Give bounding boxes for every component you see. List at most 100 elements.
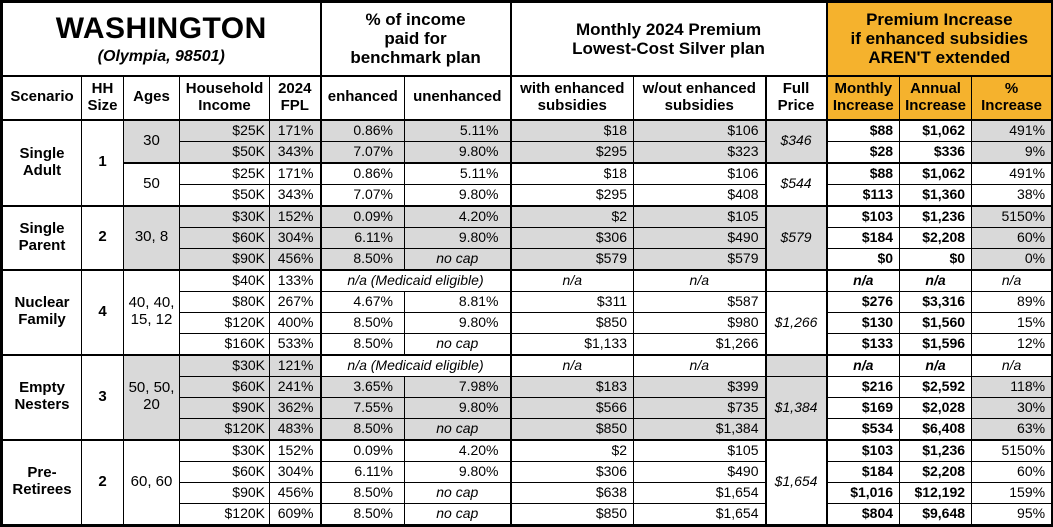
enhanced-cell: 8.50% bbox=[319, 481, 406, 504]
monthly-increase-cell: $276 bbox=[825, 290, 901, 313]
table-row: $90K 456% 8.50% no cap $579 $579 $0 $0 0% bbox=[2, 247, 1053, 270]
without-subsidies-cell: $490 bbox=[633, 226, 767, 249]
enhanced-cell: 7.07% bbox=[319, 183, 406, 206]
monthly-increase-cell: $103 bbox=[825, 438, 901, 462]
annual-increase-cell: $336 bbox=[899, 140, 973, 163]
income-cell: $90K bbox=[179, 396, 270, 419]
without-subsidies-cell: $490 bbox=[633, 460, 767, 483]
annual-increase-cell: $6,408 bbox=[899, 417, 973, 440]
without-subsidies-cell: $579 bbox=[633, 247, 767, 270]
fpl-cell: 609% bbox=[268, 502, 322, 526]
fpl-cell: 304% bbox=[268, 226, 322, 249]
annual-increase-cell: $1,062 bbox=[899, 118, 973, 142]
with-subsidies-cell: $850 bbox=[509, 502, 635, 526]
with-subsidies-cell: $2 bbox=[509, 438, 635, 462]
unenhanced-cell: 5.11% bbox=[404, 161, 512, 185]
without-subsidies-cell: $105 bbox=[633, 204, 767, 228]
with-subsidies-cell: $18 bbox=[509, 118, 635, 142]
with-subsidies-cell: $579 bbox=[509, 247, 635, 270]
scenario-label: Single Parent bbox=[1, 204, 82, 270]
table-row: Empty Nesters 3 50, 50, 20 $30K 121% n/a (Med… bbox=[1, 353, 1053, 440]
enhanced-cell: 8.50% bbox=[319, 311, 406, 334]
full-price-cell bbox=[764, 268, 828, 292]
unenhanced-cell: no cap bbox=[404, 481, 512, 504]
annual-increase-cell: $3,316 bbox=[899, 290, 973, 313]
table-row: $60K 304% 6.11% 9.80% $306 $490 $184 $2,208 60% bbox=[2, 226, 1053, 249]
table-row: $80K 267% 4.67% 8.81% $311 $587 $1,266 $276 $3,3… bbox=[2, 290, 1053, 355]
monthly-increase-cell: $804 bbox=[825, 502, 901, 526]
annual-increase-cell: $1,236 bbox=[899, 438, 973, 462]
without-subsidies-cell: $408 bbox=[633, 183, 767, 206]
with-subsidies-cell: $295 bbox=[509, 140, 635, 163]
col-header-with-subsidies: with enhanced subsidies bbox=[509, 75, 635, 121]
without-subsidies-cell: $735 bbox=[633, 396, 767, 419]
hh-size-cell: 2 bbox=[81, 438, 124, 526]
full-price-cell: $579 bbox=[764, 204, 828, 270]
fpl-cell: 241% bbox=[268, 375, 322, 398]
col-header-monthly-increase: Monthly Increase bbox=[825, 75, 901, 121]
income-cell: $50K bbox=[179, 183, 270, 206]
fpl-cell: 483% bbox=[268, 417, 322, 440]
group-header-premium: Monthly 2024 Premium Lowest-Cost Silver … bbox=[509, 1, 828, 77]
with-subsidies-cell: $1,133 bbox=[509, 332, 635, 355]
fpl-cell: 152% bbox=[268, 204, 322, 228]
monthly-increase-cell: $130 bbox=[825, 311, 901, 334]
table-row: Nuclear Family 4 40, 40, 15, 12 $40K 133% n/a… bbox=[1, 268, 1053, 355]
unenhanced-cell: 4.20% bbox=[404, 204, 512, 228]
hh-size-cell: 4 bbox=[81, 268, 124, 355]
monthly-increase-cell: n/a bbox=[825, 268, 901, 292]
without-subsidies-cell: $106 bbox=[633, 161, 767, 185]
fpl-cell: 343% bbox=[268, 140, 322, 163]
table-row: $50K 343% 7.07% 9.80% $295 $323 $28 $336 9% bbox=[2, 140, 1053, 163]
annual-increase-cell: $9,648 bbox=[899, 502, 973, 526]
monthly-increase-cell: $184 bbox=[825, 226, 901, 249]
unenhanced-cell: 9.80% bbox=[404, 311, 512, 334]
annual-increase-cell: $2,028 bbox=[899, 396, 973, 419]
income-cell: $25K bbox=[179, 161, 270, 185]
region-subtitle: (Olympia, 98501) bbox=[97, 48, 225, 66]
table-row: 50 $25K 171% 0.86% 5.11% $18 $106 $544 $88 $1,062… bbox=[2, 161, 1053, 206]
col-header-without-subsidies: w/out enhanced subsidies bbox=[633, 75, 767, 121]
with-subsidies-cell: $638 bbox=[509, 481, 635, 504]
unenhanced-cell: 8.81% bbox=[404, 290, 512, 313]
unenhanced-cell: 9.80% bbox=[404, 183, 512, 206]
enhanced-cell: 0.86% bbox=[319, 118, 406, 142]
group-header-row: WASHINGTON (Olympia, 98501) % of income … bbox=[0, 1, 1053, 77]
medicaid-cell: n/a (Medicaid eligible) bbox=[319, 353, 512, 377]
group-header-increase: Premium Increase if enhanced subsidies A… bbox=[825, 1, 1053, 77]
enhanced-cell: 7.55% bbox=[319, 396, 406, 419]
pct-increase-cell: 89% bbox=[971, 290, 1053, 313]
pct-increase-cell: 5150% bbox=[971, 438, 1053, 462]
enhanced-cell: 0.09% bbox=[319, 438, 406, 462]
hh-size-cell: 1 bbox=[81, 118, 124, 206]
ages-cell: 30 bbox=[123, 118, 180, 163]
fpl-cell: 304% bbox=[268, 460, 322, 483]
with-subsidies-cell: $18 bbox=[509, 161, 635, 185]
fpl-cell: 121% bbox=[268, 353, 322, 377]
unenhanced-cell: no cap bbox=[404, 332, 512, 355]
without-subsidies-cell: $1,266 bbox=[633, 332, 767, 355]
enhanced-cell: 6.11% bbox=[319, 460, 406, 483]
full-price-cell: $1,266 bbox=[764, 290, 828, 355]
scenario-label: Empty Nesters bbox=[1, 353, 82, 440]
pct-increase-cell: 60% bbox=[971, 226, 1053, 249]
region-title: WASHINGTON bbox=[55, 11, 267, 45]
with-subsidies-cell: $850 bbox=[509, 417, 635, 440]
annual-increase-cell: $1,236 bbox=[899, 204, 973, 228]
fpl-cell: 343% bbox=[268, 183, 322, 206]
fpl-cell: 152% bbox=[268, 438, 322, 462]
with-subsidies-cell: $306 bbox=[509, 226, 635, 249]
annual-increase-cell: $2,592 bbox=[899, 375, 973, 398]
col-header-scenario: Scenario bbox=[1, 75, 82, 121]
col-header-enhanced: enhanced bbox=[319, 75, 406, 121]
with-subsidies-cell: $295 bbox=[509, 183, 635, 206]
pct-increase-cell: 159% bbox=[971, 481, 1053, 504]
unenhanced-cell: 9.80% bbox=[404, 396, 512, 419]
enhanced-cell: 0.09% bbox=[319, 204, 406, 228]
monthly-increase-cell: $28 bbox=[825, 140, 901, 163]
fpl-cell: 133% bbox=[268, 268, 322, 292]
table-row: $120K 400% 8.50% 9.80% $850 $980 $130 $1,560 15% bbox=[2, 311, 1053, 334]
with-subsidies-cell: n/a bbox=[509, 353, 635, 377]
table-row: $90K 362% 7.55% 9.80% $566 $735 $169 $2,028 30% bbox=[2, 396, 1053, 419]
fpl-cell: 171% bbox=[268, 118, 322, 142]
